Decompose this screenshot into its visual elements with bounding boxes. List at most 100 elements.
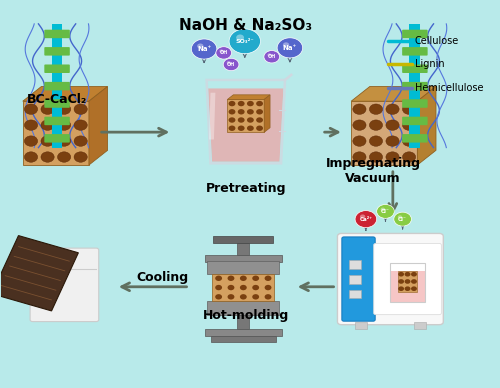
Text: Na⁺: Na⁺	[283, 45, 297, 51]
Polygon shape	[351, 87, 436, 101]
Bar	[210, 336, 276, 343]
Bar	[238, 315, 249, 329]
Circle shape	[386, 136, 399, 146]
Circle shape	[228, 117, 235, 123]
Circle shape	[256, 101, 263, 106]
Text: OH: OH	[227, 62, 235, 67]
Text: Pretreating: Pretreating	[206, 182, 286, 195]
Circle shape	[24, 104, 38, 114]
Circle shape	[411, 279, 417, 284]
Polygon shape	[209, 93, 216, 140]
Polygon shape	[89, 87, 108, 165]
FancyBboxPatch shape	[44, 82, 70, 90]
Circle shape	[24, 152, 38, 162]
Text: Cl⁻: Cl⁻	[398, 217, 407, 222]
Circle shape	[386, 104, 399, 114]
Circle shape	[370, 120, 382, 130]
Polygon shape	[390, 270, 425, 302]
Text: NaOH & Na₂SO₃: NaOH & Na₂SO₃	[179, 18, 312, 33]
FancyBboxPatch shape	[44, 99, 70, 108]
Polygon shape	[0, 236, 78, 311]
Circle shape	[240, 285, 247, 290]
Circle shape	[236, 35, 244, 41]
Circle shape	[41, 104, 54, 114]
Circle shape	[240, 294, 247, 300]
Bar	[212, 274, 274, 301]
Circle shape	[398, 279, 404, 284]
Bar	[355, 322, 367, 329]
Circle shape	[197, 43, 203, 48]
FancyBboxPatch shape	[44, 134, 70, 142]
Circle shape	[228, 294, 234, 300]
Circle shape	[227, 61, 230, 64]
Circle shape	[247, 126, 254, 131]
Circle shape	[398, 215, 402, 219]
Circle shape	[398, 286, 404, 291]
Circle shape	[256, 117, 263, 123]
Circle shape	[353, 152, 366, 162]
Circle shape	[252, 294, 259, 300]
FancyBboxPatch shape	[402, 30, 427, 38]
FancyBboxPatch shape	[402, 64, 427, 73]
Circle shape	[240, 275, 247, 281]
Bar	[414, 322, 426, 329]
Circle shape	[370, 136, 382, 146]
Bar	[238, 243, 249, 255]
Circle shape	[228, 126, 235, 131]
Polygon shape	[208, 88, 284, 161]
Circle shape	[360, 215, 366, 219]
FancyBboxPatch shape	[402, 134, 427, 142]
Bar	[52, 24, 62, 147]
Polygon shape	[23, 101, 89, 165]
Circle shape	[353, 136, 366, 146]
Circle shape	[402, 136, 415, 146]
Circle shape	[24, 120, 38, 130]
FancyBboxPatch shape	[342, 237, 375, 321]
Circle shape	[256, 126, 263, 131]
FancyBboxPatch shape	[402, 99, 427, 108]
Bar	[348, 275, 361, 284]
Circle shape	[228, 275, 234, 281]
Circle shape	[220, 50, 224, 53]
Circle shape	[411, 286, 417, 291]
Bar	[348, 290, 361, 298]
Circle shape	[215, 275, 222, 281]
Bar	[410, 24, 420, 147]
Circle shape	[41, 152, 54, 162]
Circle shape	[264, 285, 272, 290]
Circle shape	[404, 286, 410, 291]
Circle shape	[58, 120, 70, 130]
Bar	[214, 236, 274, 243]
Polygon shape	[228, 95, 270, 99]
Text: BC-CaCl₂: BC-CaCl₂	[27, 93, 87, 106]
Circle shape	[215, 294, 222, 300]
Circle shape	[238, 109, 244, 114]
Circle shape	[238, 126, 244, 131]
Bar	[398, 270, 417, 292]
Bar	[204, 329, 282, 336]
FancyBboxPatch shape	[402, 117, 427, 125]
FancyBboxPatch shape	[374, 244, 442, 315]
FancyBboxPatch shape	[30, 248, 98, 322]
Circle shape	[247, 101, 254, 106]
Circle shape	[353, 104, 366, 114]
FancyBboxPatch shape	[44, 117, 70, 125]
Circle shape	[229, 29, 260, 54]
Circle shape	[386, 152, 399, 162]
Circle shape	[247, 109, 254, 114]
Text: Ca²⁺: Ca²⁺	[360, 217, 372, 222]
Text: SO₃²⁻: SO₃²⁻	[236, 39, 254, 44]
FancyBboxPatch shape	[402, 82, 427, 90]
Text: Hot-molding: Hot-molding	[202, 309, 289, 322]
Bar	[204, 255, 282, 262]
Circle shape	[386, 120, 399, 130]
Text: Cooling: Cooling	[136, 270, 188, 284]
Circle shape	[228, 285, 234, 290]
Bar	[208, 261, 280, 274]
Circle shape	[256, 109, 263, 114]
Circle shape	[398, 272, 404, 277]
Circle shape	[370, 104, 382, 114]
Circle shape	[394, 212, 411, 226]
Polygon shape	[418, 87, 436, 165]
Circle shape	[74, 152, 88, 162]
